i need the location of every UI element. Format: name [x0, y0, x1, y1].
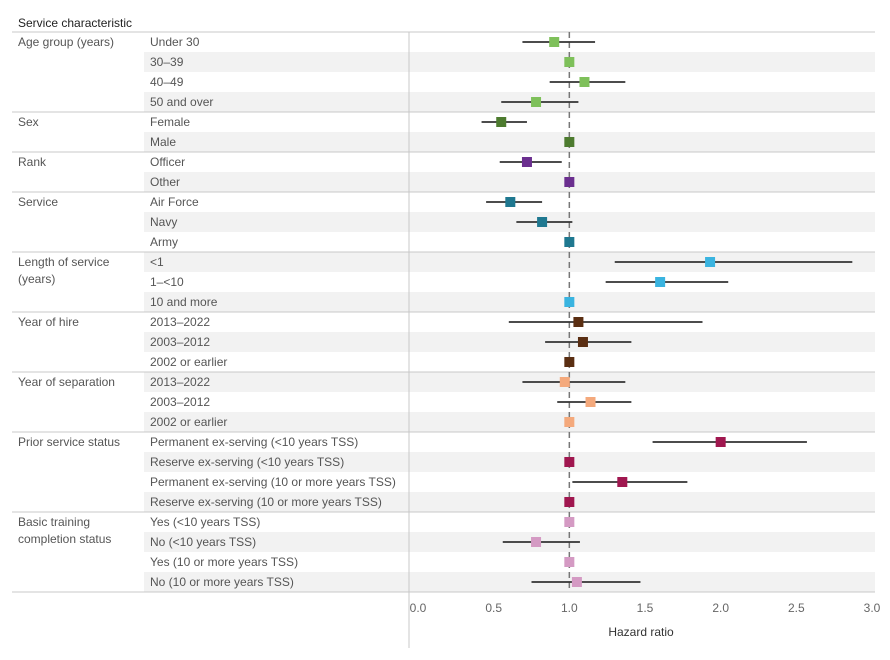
group-label: Service	[18, 195, 58, 209]
group-label: Age group (years)	[18, 35, 114, 49]
hazard-ratio-marker	[537, 217, 548, 227]
row-label: Other	[150, 175, 180, 189]
hazard-ratio-marker	[559, 377, 570, 387]
row-label: 2003–2012	[150, 395, 210, 409]
group-label: Prior service status	[18, 435, 120, 449]
hazard-ratio-marker	[564, 137, 575, 147]
row-label: Under 30	[150, 35, 200, 49]
row-label: 1–<10	[150, 275, 184, 289]
row-band	[144, 132, 875, 152]
row-label: <1	[150, 255, 164, 269]
x-tick-label: 2.0	[712, 601, 729, 615]
table-header: Service characteristic	[18, 16, 133, 30]
row-band	[144, 172, 875, 192]
row-band	[144, 252, 875, 272]
hazard-ratio-marker	[573, 317, 584, 327]
hazard-ratio-marker	[564, 417, 575, 427]
row-label: 2013–2022	[150, 375, 210, 389]
row-label: Permanent ex-serving (<10 years TSS)	[150, 435, 358, 449]
row-band	[144, 492, 875, 512]
hazard-ratio-marker	[531, 537, 542, 547]
hazard-ratio-marker	[564, 297, 575, 307]
hazard-ratio-marker	[577, 337, 588, 347]
hazard-ratio-marker	[531, 97, 542, 107]
row-label: Reserve ex-serving (10 or more years TSS…	[150, 495, 382, 509]
row-band	[144, 332, 875, 352]
row-band	[144, 452, 875, 472]
row-label: Yes (10 or more years TSS)	[150, 555, 298, 569]
row-band	[144, 372, 875, 392]
row-band	[144, 292, 875, 312]
hazard-ratio-marker	[564, 177, 575, 187]
hazard-ratio-marker	[715, 437, 726, 447]
row-label: 2013–2022	[150, 315, 210, 329]
hazard-ratio-marker	[579, 77, 590, 87]
group-label: Year of hire	[18, 315, 79, 329]
x-axis-title: Hazard ratio	[608, 625, 674, 639]
row-band	[144, 412, 875, 432]
row-band	[144, 52, 875, 72]
row-label: 50 and over	[150, 95, 213, 109]
x-tick-label: 2.5	[788, 601, 805, 615]
x-tick-label: 1.0	[561, 601, 578, 615]
row-label: Permanent ex-serving (10 or more years T…	[150, 475, 396, 489]
row-label: Male	[150, 135, 176, 149]
row-label: 10 and more	[150, 295, 218, 309]
row-label: 40–49	[150, 75, 184, 89]
row-label: Reserve ex-serving (<10 years TSS)	[150, 455, 344, 469]
x-tick-label: 3.0	[864, 601, 881, 615]
row-label: 30–39	[150, 55, 184, 69]
hazard-ratio-marker	[705, 257, 716, 267]
x-tick-label: 0.0	[410, 601, 427, 615]
hazard-ratio-marker	[564, 557, 575, 567]
row-label: 2002 or earlier	[150, 355, 227, 369]
x-tick-label: 0.5	[485, 601, 502, 615]
row-label: No (<10 years TSS)	[150, 535, 256, 549]
row-band	[144, 572, 875, 592]
hazard-ratio-marker	[655, 277, 666, 287]
hazard-ratio-marker	[505, 197, 516, 207]
group-label: Sex	[18, 115, 39, 129]
row-label: Army	[150, 235, 178, 249]
row-label: Navy	[150, 215, 177, 229]
hazard-ratio-marker	[585, 397, 596, 407]
row-label: Air Force	[150, 195, 199, 209]
x-tick-label: 1.5	[637, 601, 654, 615]
hazard-ratio-marker	[564, 237, 575, 247]
hazard-ratio-marker	[564, 497, 575, 507]
hazard-ratio-marker	[617, 477, 628, 487]
hazard-ratio-marker	[564, 457, 575, 467]
row-label: Yes (<10 years TSS)	[150, 515, 260, 529]
row-label: No (10 or more years TSS)	[150, 575, 294, 589]
row-band	[144, 212, 875, 232]
hazard-ratio-marker	[549, 37, 560, 47]
hazard-ratio-marker	[496, 117, 507, 127]
row-label: Officer	[150, 155, 185, 169]
hazard-ratio-marker	[564, 57, 575, 67]
group-label: Year of separation	[18, 375, 115, 389]
row-label: Female	[150, 115, 190, 129]
group-label: Length of service (years)	[18, 255, 110, 286]
group-label: Rank	[18, 155, 47, 169]
hazard-ratio-marker	[564, 357, 575, 367]
row-label: 2002 or earlier	[150, 415, 227, 429]
row-label: 2003–2012	[150, 335, 210, 349]
group-label: Basic training completion status	[18, 515, 111, 546]
hazard-ratio-marker	[564, 517, 575, 527]
hazard-ratio-marker	[521, 157, 532, 167]
hazard-ratio-marker	[571, 577, 582, 587]
